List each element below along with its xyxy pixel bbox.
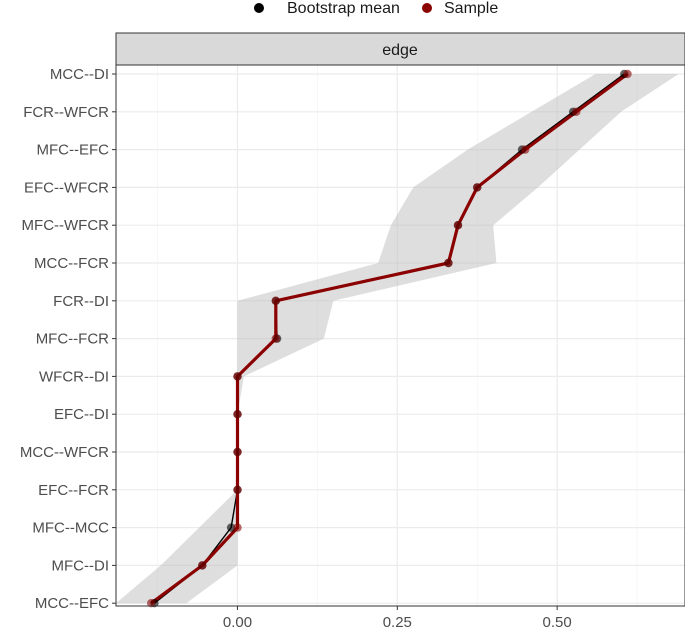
point-bootstrap-mean: [226, 523, 236, 532]
y-tick-label: MFC--EFC: [37, 142, 110, 159]
grid-lines: [116, 65, 685, 606]
y-tick-label: EFC--FCR: [38, 482, 109, 499]
x-axis: 0.00 0.25 0.50: [223, 606, 572, 631]
point-sample: [473, 183, 482, 192]
point-sample: [453, 221, 463, 230]
point-sample: [521, 145, 530, 154]
point-sample: [233, 372, 242, 381]
y-tick-label: FCR--DI: [53, 293, 109, 310]
y-tick-label: MFC--DI: [52, 557, 109, 574]
facet-strip: edge: [115, 32, 685, 66]
point-sample: [147, 599, 156, 608]
point-sample: [572, 107, 581, 117]
y-tick-label: MCC--WFCR: [20, 444, 109, 461]
y-tick-label: MCC--DI: [50, 66, 109, 83]
series-points: [147, 69, 632, 608]
facet-strip-label: edge: [382, 42, 418, 59]
point-sample: [198, 561, 207, 570]
x-tick-label: 0.25: [383, 614, 412, 631]
facet-strip-background: [115, 32, 685, 66]
panel: [115, 64, 685, 608]
point-sample: [233, 485, 242, 494]
x-tick-label: 0.00: [223, 614, 252, 631]
point-sample: [271, 334, 280, 343]
legend-label-bootstrap-mean: Bootstrap mean: [287, 0, 400, 17]
legend-key-bootstrap-mean: [254, 3, 264, 13]
y-tick-label: MCC--FCR: [34, 255, 109, 272]
panel-border: [115, 64, 685, 607]
legend-key-sample: [422, 3, 432, 13]
y-tick-label: WFCR--DI: [39, 368, 109, 385]
y-tick-label: MFC--FCR: [36, 331, 109, 348]
y-tick-label: MFC--MCC: [32, 520, 109, 537]
legend: Bootstrap mean Sample: [254, 0, 498, 17]
y-tick-label: EFC--DI: [54, 406, 109, 423]
point-sample: [233, 523, 242, 532]
y-tick-label: FCR--WFCR: [23, 104, 109, 121]
x-tick-label: 0.50: [543, 614, 572, 631]
y-tick-label: EFC--WFCR: [24, 179, 109, 196]
point-sample: [233, 447, 242, 457]
point-sample: [233, 410, 242, 419]
y-tick-label: MCC--EFC: [35, 595, 109, 612]
y-tick-label: MFC--WFCR: [22, 217, 110, 234]
point-sample: [623, 69, 632, 79]
y-axis: MCC--DI FCR--WFCR MFC--EFC EFC--WFCR MFC--WF…: [20, 66, 116, 612]
legend-label-sample: Sample: [444, 0, 498, 17]
panel-background: [116, 65, 685, 606]
point-sample: [271, 296, 280, 305]
point-sample: [444, 258, 453, 268]
